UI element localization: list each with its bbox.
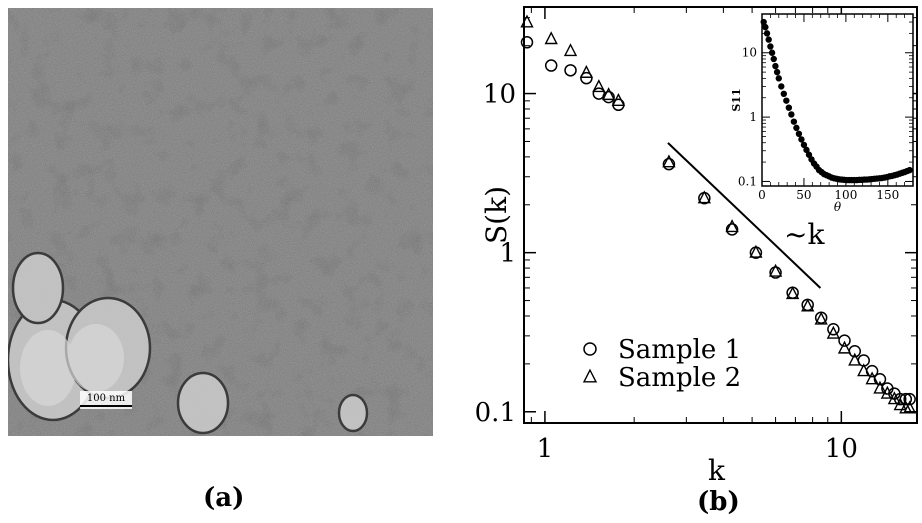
panel-b-label: (b) bbox=[697, 487, 740, 517]
data-point bbox=[592, 79, 606, 93]
inset-data-point bbox=[783, 97, 790, 104]
data-point bbox=[563, 43, 578, 57]
inset-data-point bbox=[770, 55, 777, 63]
inset-x-axis-label: θ bbox=[834, 200, 842, 214]
data-point bbox=[848, 352, 862, 366]
series-2 bbox=[520, 14, 917, 414]
x-axis-label: k bbox=[708, 454, 726, 487]
y-tick-label: 1 bbox=[499, 239, 516, 269]
data-point bbox=[544, 59, 558, 72]
x-tick-label: 10 bbox=[825, 434, 858, 464]
scale-bar: 100 nm bbox=[80, 391, 132, 409]
inset-data-point bbox=[767, 43, 774, 50]
inset-data-point bbox=[906, 166, 913, 174]
data-point bbox=[826, 325, 841, 339]
data-point bbox=[903, 392, 916, 406]
data-point bbox=[749, 244, 763, 258]
inset-y-tick-label: 0.1 bbox=[738, 174, 757, 188]
legend-marker bbox=[583, 342, 597, 356]
inset-data-point bbox=[762, 23, 769, 31]
inset-x-tick-label: 150 bbox=[876, 188, 899, 202]
legend-label: Sample 1 bbox=[618, 335, 741, 365]
data-point bbox=[893, 397, 907, 411]
data-point bbox=[785, 286, 800, 300]
y-tick-label: 10 bbox=[483, 80, 516, 110]
data-point bbox=[725, 219, 739, 233]
y-axis-label: S(k) bbox=[480, 186, 513, 244]
power-law-line bbox=[667, 142, 822, 289]
data-point bbox=[768, 263, 783, 277]
data-point bbox=[564, 64, 577, 77]
inset-data-point bbox=[775, 75, 782, 82]
data-point bbox=[873, 380, 887, 394]
y-tick-label: 0.1 bbox=[475, 398, 516, 428]
scale-bar-label: 100 nm bbox=[87, 393, 126, 404]
data-point bbox=[697, 190, 711, 204]
data-point bbox=[857, 363, 871, 377]
data-point bbox=[893, 392, 907, 406]
inset-data-point bbox=[765, 36, 772, 43]
plot-frame bbox=[523, 6, 918, 424]
legend-label: Sample 2 bbox=[618, 363, 741, 393]
x-tick-label: 1 bbox=[537, 434, 554, 464]
data-point bbox=[544, 31, 558, 45]
inset-x-tick-label: 50 bbox=[796, 188, 811, 202]
inset-data-point bbox=[790, 118, 798, 125]
inset-data-point bbox=[798, 136, 805, 143]
data-point bbox=[801, 298, 815, 312]
legend-marker bbox=[582, 368, 598, 383]
inset-x-tick-label: 0 bbox=[758, 188, 766, 202]
inset-data-point bbox=[778, 83, 785, 90]
inset-x-tick-label: 100 bbox=[834, 188, 857, 202]
inset-series-1 bbox=[760, 18, 913, 184]
data-point bbox=[520, 14, 534, 28]
data-point bbox=[865, 371, 879, 385]
inset-data-point bbox=[763, 30, 771, 37]
data-point bbox=[814, 311, 828, 325]
inset-data-point bbox=[768, 49, 776, 56]
data-point bbox=[769, 266, 782, 279]
data-point bbox=[662, 157, 676, 171]
data-point bbox=[827, 323, 840, 336]
inset-data-point bbox=[780, 90, 788, 98]
panel-a-label: (a) bbox=[203, 483, 245, 513]
data-point bbox=[602, 90, 615, 104]
data-point bbox=[887, 391, 902, 405]
power-law-annotation: ~k bbox=[784, 218, 825, 251]
data-point bbox=[520, 36, 534, 49]
inset-data-point bbox=[788, 111, 795, 118]
data-point bbox=[579, 64, 594, 78]
inset-data-point bbox=[793, 124, 800, 132]
data-point bbox=[902, 400, 917, 414]
data-point bbox=[725, 223, 739, 236]
inset-data-point bbox=[772, 62, 779, 70]
inset-data-point bbox=[800, 141, 808, 149]
inset-y-tick-label: 10 bbox=[742, 46, 757, 60]
inset-data-point bbox=[803, 146, 810, 154]
inset-y-tick-label: 1 bbox=[749, 110, 757, 124]
inset-data-point bbox=[785, 104, 793, 111]
data-point bbox=[873, 373, 887, 386]
data-point bbox=[880, 385, 895, 399]
data-point bbox=[838, 334, 851, 347]
inset-y-axis-label: S11 bbox=[730, 88, 743, 111]
data-point bbox=[837, 340, 852, 354]
data-point bbox=[580, 71, 593, 85]
data-point bbox=[662, 154, 676, 168]
data-point bbox=[601, 87, 616, 101]
tem-micrograph: 100 nm bbox=[8, 8, 433, 436]
data-point bbox=[611, 92, 626, 106]
inset-data-point bbox=[795, 130, 803, 138]
inset-data-point bbox=[773, 68, 781, 76]
